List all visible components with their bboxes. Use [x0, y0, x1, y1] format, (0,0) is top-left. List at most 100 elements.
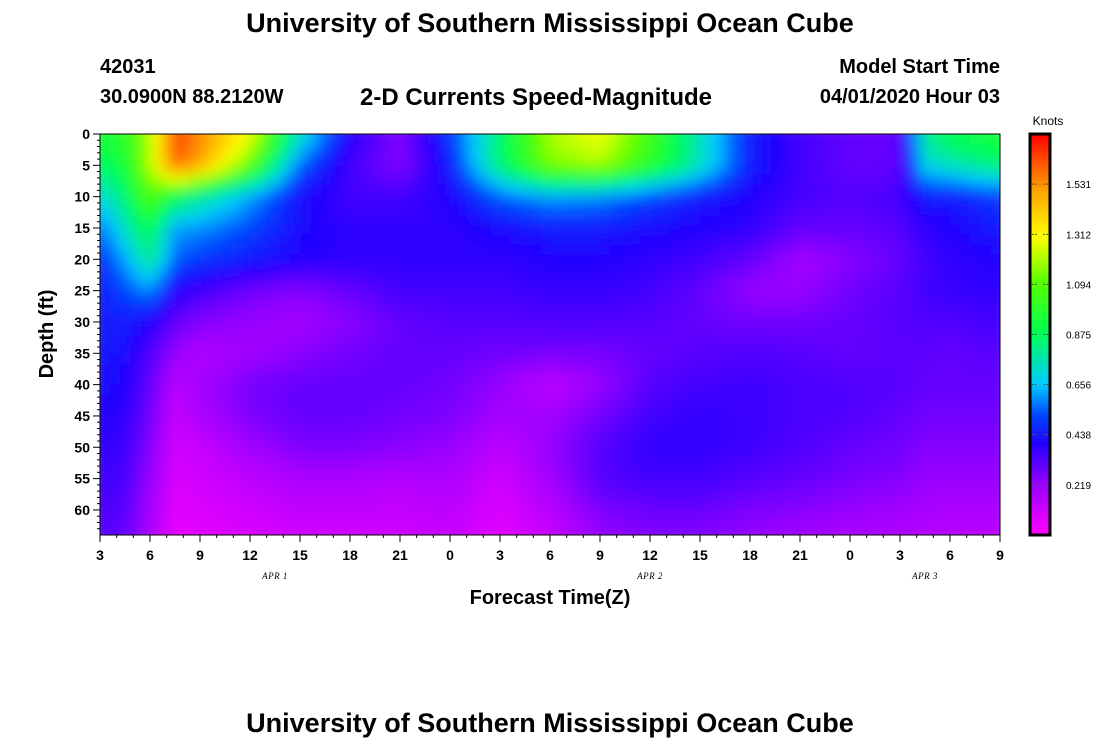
heat-cell [690, 214, 701, 225]
heat-cell [370, 284, 381, 296]
heat-cell [180, 164, 191, 175]
heat-cell [940, 204, 951, 215]
heat-cell [840, 184, 851, 195]
heat-cell [950, 294, 961, 306]
heat-cell [760, 224, 771, 235]
heat-cell [890, 294, 901, 306]
heat-cell [910, 344, 921, 356]
heat-cell [900, 514, 911, 526]
heat-cell [910, 364, 921, 376]
heat-cell [410, 444, 421, 456]
colorbar-tick-label: 1.531 [1066, 180, 1091, 191]
heat-cell [330, 174, 341, 185]
heat-cell [540, 244, 551, 255]
heat-cell [110, 434, 121, 446]
heat-cell [640, 284, 651, 296]
heat-cell [370, 154, 381, 165]
heat-cell [860, 535, 871, 546]
heat-cell [630, 284, 641, 296]
heat-cell [420, 374, 431, 386]
heat-cell [710, 504, 721, 516]
heat-cell [870, 514, 881, 526]
heat-cell [350, 184, 361, 195]
heat-cell [470, 504, 481, 516]
heat-cell [720, 344, 731, 356]
heat-cell [810, 274, 821, 285]
heat-cell [870, 264, 881, 275]
heat-cell [970, 394, 981, 406]
heat-cell [850, 404, 861, 416]
heat-cell [820, 204, 831, 215]
heat-cell [890, 134, 901, 145]
heat-cell [550, 244, 561, 255]
heat-cell [730, 144, 741, 155]
heat-cell [590, 394, 601, 406]
heat-cell [760, 264, 771, 275]
heat-cell [540, 184, 551, 195]
heat-cell [740, 444, 751, 456]
heat-cell [530, 454, 541, 466]
heat-cell [100, 174, 111, 185]
heat-cell [620, 524, 631, 535]
heat-cell [620, 535, 631, 546]
y-tick-label: 55 [74, 471, 90, 487]
heat-cell [980, 294, 991, 306]
heat-cell [610, 424, 621, 436]
heat-cell [600, 454, 611, 466]
heat-cell [820, 414, 831, 426]
heat-cell [280, 494, 291, 506]
heat-cell [330, 204, 341, 215]
heat-cell [470, 134, 481, 145]
heat-cell [760, 274, 771, 285]
heat-cell [460, 134, 471, 135]
heat-cell [540, 314, 551, 326]
heat-cell [310, 384, 321, 396]
heat-cell [400, 434, 411, 446]
heat-cell [420, 224, 431, 235]
heat-cell [600, 524, 611, 535]
heat-cell [290, 334, 301, 346]
heat-cell [460, 274, 471, 285]
heat-cell [280, 484, 291, 496]
heat-cell [420, 324, 431, 336]
heat-cell [730, 394, 741, 406]
heat-cell [700, 314, 711, 326]
heat-cell [620, 234, 631, 245]
heat-cell [350, 334, 361, 346]
heat-cell [820, 514, 831, 526]
heat-cell [320, 304, 331, 316]
heat-cell [960, 204, 971, 215]
heat-cell [310, 504, 321, 516]
heat-cell [570, 494, 581, 506]
heat-cell [900, 504, 911, 516]
heat-cell [260, 234, 271, 245]
heat-cell [120, 404, 131, 416]
heat-cell [990, 424, 1000, 436]
heat-cell [790, 304, 801, 316]
heat-cell [860, 514, 871, 526]
heat-cell [270, 224, 281, 235]
heat-cell [670, 354, 681, 366]
heat-cell [670, 424, 681, 436]
heat-cell [310, 274, 321, 285]
heat-cell [990, 464, 1000, 476]
heat-cell [380, 174, 391, 185]
heat-cell [830, 334, 841, 346]
heat-cell [140, 334, 151, 346]
heat-cell [530, 184, 541, 195]
heat-cell [650, 224, 661, 235]
heat-cell [330, 464, 341, 476]
heat-cell [400, 535, 411, 546]
heat-cell [350, 134, 361, 135]
heat-cell [210, 494, 221, 506]
heat-cell [930, 304, 941, 316]
heat-cell [570, 224, 581, 235]
heat-cell [140, 184, 151, 195]
heat-cell [240, 254, 251, 265]
heat-cell [950, 374, 961, 386]
heat-cell [460, 184, 471, 195]
heat-cell [900, 304, 911, 316]
heat-cell [650, 234, 661, 245]
heat-cell [860, 184, 871, 195]
heat-cell [230, 304, 241, 316]
